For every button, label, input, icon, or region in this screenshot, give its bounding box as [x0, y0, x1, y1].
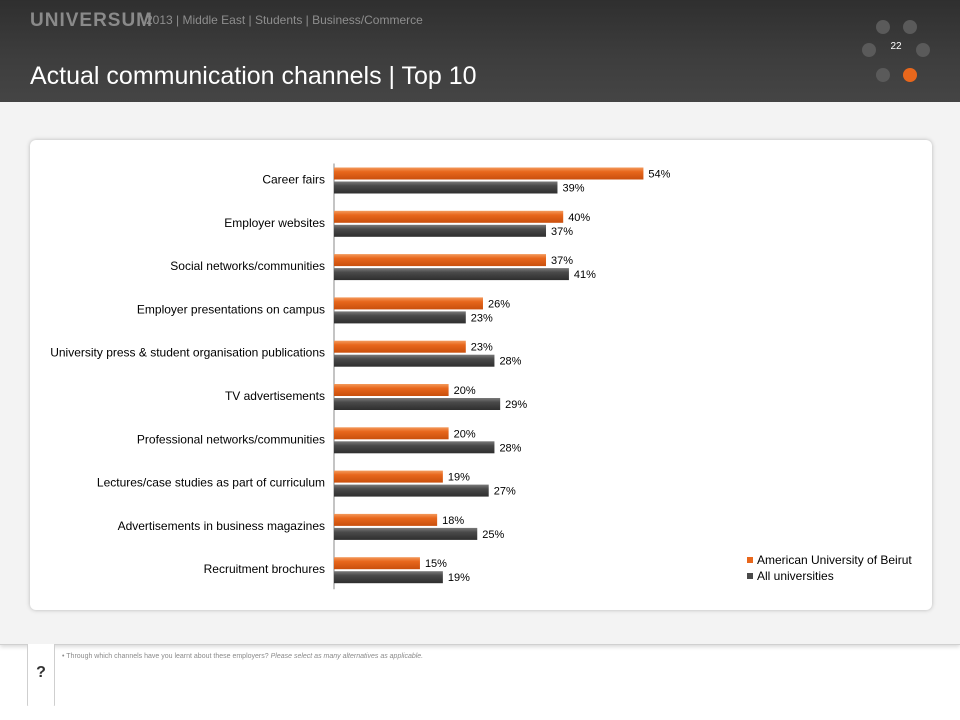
data-label: 26%	[488, 298, 510, 310]
category-label: Advertisements in business magazines	[118, 519, 325, 533]
data-label: 18%	[442, 515, 464, 527]
data-label: 28%	[499, 356, 521, 368]
active-dot-icon	[903, 68, 917, 82]
data-label: 40%	[568, 212, 590, 224]
bar-series1	[334, 470, 443, 483]
category-label: TV advertisements	[225, 389, 325, 403]
footnote-bullet: •	[62, 653, 65, 660]
bar-series1	[334, 384, 449, 396]
data-label: 15%	[425, 558, 447, 570]
bar-series1	[334, 297, 483, 310]
footnote-instruction: Please select as many alternatives as ap…	[270, 653, 424, 660]
bar-series2	[334, 224, 547, 237]
bar-series2	[334, 571, 443, 584]
header-bar: UNIVERSUM 2013 | Middle East | Students …	[0, 0, 960, 102]
category-label: University press & student organisation …	[50, 346, 325, 360]
data-label: 37%	[551, 226, 573, 238]
data-label: 23%	[471, 312, 493, 324]
data-label: 19%	[448, 572, 470, 584]
bar-series2	[334, 181, 558, 194]
dot-icon	[876, 20, 890, 34]
category-label: Employer websites	[224, 216, 325, 230]
help-tab[interactable]	[27, 644, 55, 706]
category-label: Career fairs	[262, 173, 325, 187]
dot-icon	[916, 43, 930, 57]
bar-series2	[334, 484, 489, 497]
bar-series2	[334, 441, 495, 454]
data-label: 27%	[494, 486, 516, 498]
bar-series1	[334, 513, 438, 526]
data-label: 41%	[574, 269, 596, 281]
legend-label-series1: American University of Beirut	[757, 553, 912, 567]
data-label: 19%	[448, 472, 470, 484]
brand-logo: UNIVERSUM	[30, 10, 154, 31]
bar-series2	[334, 268, 569, 281]
dot-icon	[903, 20, 917, 34]
data-label: 28%	[499, 442, 521, 454]
bar-series1	[334, 167, 644, 180]
data-label: 20%	[454, 428, 476, 440]
legend-label-series2: All universities	[757, 569, 834, 583]
dot-icon	[876, 68, 890, 82]
data-label: 20%	[454, 385, 476, 397]
category-label: Lectures/case studies as part of curricu…	[97, 476, 325, 490]
dot-icon	[862, 43, 876, 57]
bar-series1	[334, 210, 564, 223]
data-label: 37%	[551, 255, 573, 267]
category-label: Employer presentations on campus	[137, 302, 325, 316]
data-label: 54%	[648, 169, 670, 181]
help-question-icon[interactable]: ?	[36, 664, 46, 681]
bar-series1	[334, 254, 547, 267]
data-label: 29%	[505, 399, 527, 411]
category-label: Social networks/communities	[170, 259, 325, 273]
data-label: 39%	[562, 183, 584, 195]
page-number: 22	[890, 41, 902, 52]
bar-series1	[334, 340, 466, 353]
bar-series1	[334, 427, 449, 440]
bar-series2	[334, 354, 495, 367]
footnote: • Through which channels have you learnt…	[62, 653, 423, 660]
legend-swatch-series1	[747, 557, 753, 563]
page-dots-decoration	[862, 14, 942, 94]
data-label: 23%	[471, 342, 493, 354]
footnote-question: Through which channels have you learnt a…	[66, 653, 269, 660]
category-label: Recruitment brochures	[204, 562, 325, 576]
bar-series2	[334, 398, 501, 410]
page-title: Actual communication channels | Top 10	[30, 62, 477, 90]
bar-series2	[334, 311, 466, 324]
category-label: Professional networks/communities	[137, 432, 325, 446]
bar-series1	[334, 557, 420, 570]
breadcrumb: 2013 | Middle East | Students | Business…	[146, 13, 423, 27]
data-label: 25%	[482, 529, 504, 541]
bar-series2	[334, 527, 478, 540]
legend-swatch-series2	[747, 573, 753, 579]
